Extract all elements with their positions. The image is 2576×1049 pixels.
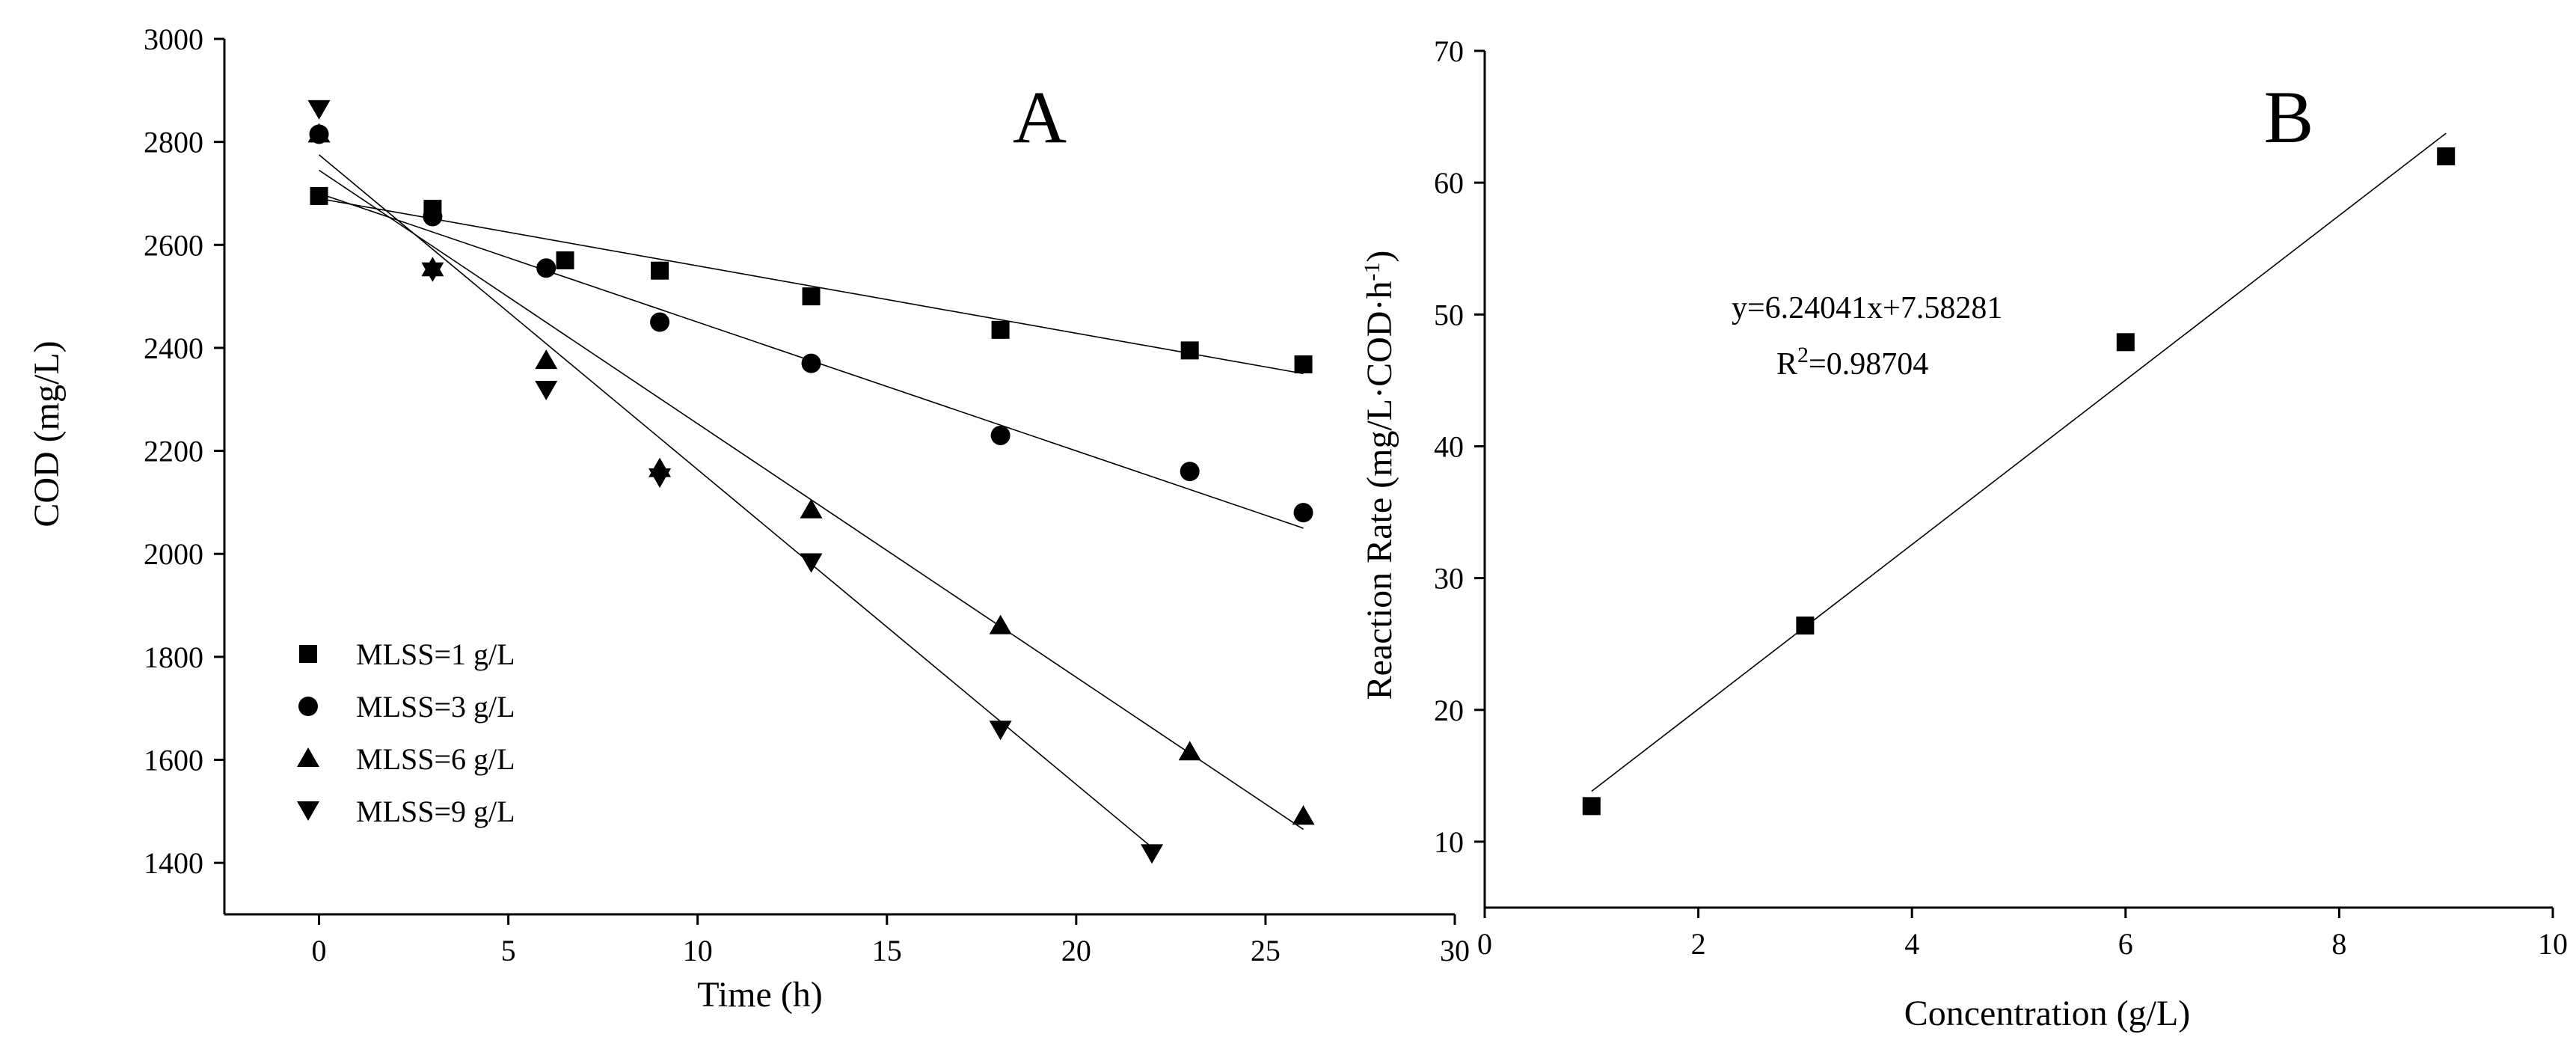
- legend-item-mlss-1: MLSS=1 g/L: [299, 637, 515, 671]
- panel-a-data-point-series-4: [800, 553, 823, 573]
- panel-a-data-point-series-3: [800, 498, 823, 519]
- panel-a-data-point-series-3: [535, 349, 558, 370]
- panel-a: A Time (h) COD (mg/L) MLSS=1 g/L MLSS=3 …: [27, 22, 1470, 1015]
- panel-a-data-point-series-4: [421, 262, 444, 282]
- panel-a-data-point-series-2: [1293, 503, 1313, 523]
- panel-a-fit-line-series-4: [319, 154, 1153, 848]
- panel-a-y-tick-label: 2400: [144, 331, 203, 365]
- legend-marker-triangle-down: [297, 801, 319, 821]
- legend-item-mlss-6: MLSS=6 g/L: [297, 742, 515, 776]
- panel-a-y-tick-label: 2200: [144, 435, 203, 468]
- panel-b-y-axis-title-sup: -1: [1360, 263, 1384, 281]
- panel-b-y-tick-label: 30: [1434, 562, 1464, 596]
- panel-a-y-tick-label: 1400: [144, 846, 203, 880]
- panel-b-y-tick-label: 40: [1434, 429, 1464, 463]
- panel-a-data-point-series-2: [990, 425, 1011, 445]
- panel-a-y-tick-label: 2800: [144, 126, 203, 159]
- panel-a-y-axis-title: COD (mg/L): [27, 340, 67, 527]
- panel-a-y-tick-label: 2000: [144, 537, 203, 571]
- panel-a-data-point-series-4: [989, 721, 1012, 741]
- r-squared-prefix: R: [1776, 347, 1797, 382]
- panel-b-data-point-series-1: [1796, 617, 1815, 635]
- panel-a-data-point-series-4: [307, 100, 331, 120]
- legend-label-mlss-9: MLSS=9 g/L: [356, 795, 515, 828]
- panel-b-y-tick-label: 60: [1434, 166, 1464, 200]
- panel-a-y-tick-label: 3000: [144, 22, 203, 56]
- panel-a-fit-line-series-1: [319, 198, 1304, 375]
- fit-r-squared: R2=0.98704: [1776, 343, 1928, 382]
- panel-a-x-axis-title: Time (h): [697, 975, 823, 1015]
- panel-a-letter: A: [1013, 76, 1067, 159]
- legend-marker-circle: [298, 697, 318, 716]
- panel-b-fit-line-series-1: [1591, 132, 2447, 792]
- panel-a-data-point-series-1: [651, 261, 669, 280]
- panel-b-y-tick-label: 50: [1434, 298, 1464, 331]
- panel-a-legend: MLSS=1 g/L MLSS=3 g/L MLSS=6 g/L MLSS=9 …: [297, 637, 515, 828]
- panel-b-y-axis-title: Reaction Rate (mg/L·COD·h-1): [1360, 251, 1400, 700]
- panel-a-x-tick-label: 0: [312, 934, 327, 967]
- panel-b-x-axis-title: Concentration (g/L): [1904, 994, 2191, 1033]
- fit-equation: y=6.24041x+7.58281: [1732, 291, 2002, 325]
- panel-b-x-tick-label: 2: [1691, 927, 1706, 961]
- panel-b-data-point-series-1: [2116, 333, 2135, 352]
- panel-b-y-tick-label: 20: [1434, 694, 1464, 727]
- panel-b-data-point-series-1: [2437, 147, 2456, 165]
- panel-a-x-tick-label: 10: [683, 934, 713, 967]
- panel-b-data-point-series-1: [1582, 797, 1601, 816]
- panel-b-x-tick-label: 6: [2118, 927, 2133, 961]
- panel-a-data-point-series-1: [310, 186, 328, 205]
- legend-item-mlss-3: MLSS=3 g/L: [298, 690, 515, 724]
- panel-a-y-tick-label: 1800: [144, 640, 203, 674]
- panel-a-data-point-series-2: [801, 353, 821, 373]
- panel-a-data-point-series-2: [536, 258, 556, 278]
- panel-a-data-point-series-4: [648, 468, 672, 488]
- panel-a-x-tick-label: 5: [501, 934, 516, 967]
- legend-label-mlss-6: MLSS=6 g/L: [356, 742, 515, 776]
- panel-a-data-point-series-2: [650, 312, 670, 332]
- legend-marker-triangle-up: [297, 747, 319, 767]
- panel-a-y-tick-label: 2600: [144, 228, 203, 262]
- panel-a-x-tick-label: 25: [1251, 934, 1281, 967]
- panel-a-x-tick-label: 15: [872, 934, 902, 967]
- panel-b-x-tick-label: 10: [2538, 927, 2568, 961]
- legend-item-mlss-9: MLSS=9 g/L: [297, 795, 515, 828]
- panel-a-data-point-series-3: [307, 123, 331, 143]
- r-squared-value: =0.98704: [1809, 347, 1928, 382]
- panel-b-y-axis-title-end: ): [1360, 251, 1399, 263]
- legend-marker-square: [299, 645, 317, 663]
- panel-b-x-tick-label: 8: [2331, 927, 2346, 961]
- panel-b-y-tick-label: 10: [1434, 825, 1464, 859]
- panel-a-data-point-series-4: [1141, 844, 1164, 864]
- panel-a-data-point-series-2: [1180, 462, 1200, 482]
- panel-a-x-tick-label: 20: [1061, 934, 1091, 967]
- panel-a-data-point-series-2: [423, 207, 443, 227]
- legend-label-mlss-1: MLSS=1 g/L: [356, 637, 515, 671]
- panel-b-x-tick-label: 0: [1477, 927, 1492, 961]
- panel-b: B Concentration (g/L) Reaction Rate (mg/…: [1360, 34, 2569, 1033]
- panel-a-x-tick-label: 30: [1440, 934, 1470, 967]
- panel-a-data-point-series-1: [556, 251, 574, 269]
- panel-b-y-axis-title-main: Reaction Rate (mg/L·COD·h: [1360, 281, 1399, 700]
- panel-a-data-point-series-3: [989, 614, 1012, 634]
- legend-label-mlss-3: MLSS=3 g/L: [356, 690, 515, 724]
- panel-a-data-point-series-1: [1180, 341, 1199, 360]
- panel-a-y-tick-label: 1600: [144, 744, 203, 777]
- panel-a-data-point-series-1: [1294, 355, 1313, 373]
- panel-a-data-point-series-4: [535, 381, 558, 400]
- r-squared-superscript: 2: [1797, 343, 1809, 367]
- panel-a-data-point-series-3: [1178, 741, 1201, 761]
- panel-b-letter: B: [2264, 76, 2314, 159]
- panel-b-x-tick-label: 4: [1904, 927, 1919, 961]
- panel-a-data-point-series-1: [802, 287, 821, 306]
- panel-a-data-point-series-3: [1292, 805, 1315, 825]
- panel-b-y-tick-label: 70: [1434, 34, 1464, 68]
- panel-a-data-point-series-1: [991, 320, 1010, 339]
